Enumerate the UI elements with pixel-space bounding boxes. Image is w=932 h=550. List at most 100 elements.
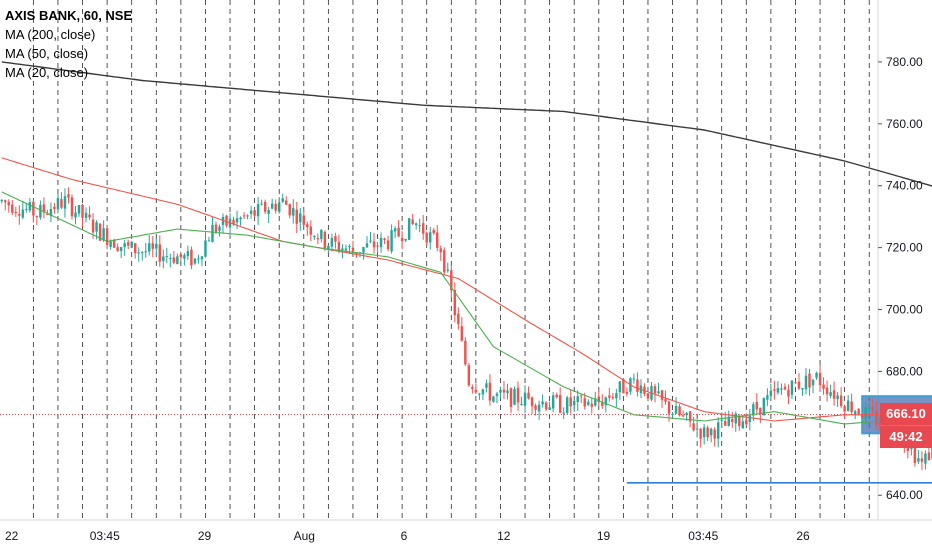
candle-body (91, 219, 95, 233)
candle-body (755, 401, 759, 410)
candle-body (695, 428, 699, 430)
candle-body (716, 422, 720, 439)
candle-body (632, 378, 636, 380)
candle-body (397, 227, 400, 237)
candle-body (580, 395, 583, 397)
candle-body (467, 365, 471, 386)
candle-body (920, 458, 924, 462)
candle-body (857, 408, 860, 415)
candle-body (660, 390, 664, 400)
candle-body (541, 401, 544, 405)
candle-body (327, 245, 330, 250)
candle-body (583, 398, 586, 407)
candle-body (853, 411, 857, 415)
candle-body (337, 241, 341, 251)
candle-body (766, 395, 769, 400)
y-tick-label: 680.00 (886, 364, 923, 378)
candle-body (822, 384, 825, 389)
candle-body (411, 219, 414, 224)
chart-legend: AXIS BANK, 60, NSE MA (200, close) MA (5… (5, 6, 132, 82)
y-tick-label: 720.00 (886, 241, 923, 255)
candle-body (534, 405, 537, 410)
candle-body (537, 404, 541, 412)
candle-body (811, 379, 815, 386)
candle-body (608, 395, 611, 398)
candle-body (306, 224, 309, 228)
candle-body (618, 381, 622, 393)
candle-body (341, 248, 344, 251)
y-tick-label: 700.00 (886, 303, 923, 317)
candle-body (425, 232, 428, 243)
legend-ma200: MA (200, close) (5, 27, 96, 42)
candle-body (516, 387, 520, 403)
candle-body (867, 407, 871, 409)
candle-body (407, 218, 411, 240)
candle-body (256, 204, 260, 217)
candle-body (558, 395, 562, 413)
candle-body (204, 240, 207, 257)
candle-body (84, 212, 88, 218)
candle-body (383, 238, 386, 240)
candle-body (776, 388, 780, 393)
candle-body (829, 392, 832, 396)
candle-body (474, 389, 478, 393)
y-tick-label: 640.00 (886, 488, 923, 502)
candle-body (148, 243, 151, 252)
candle-body (804, 375, 808, 390)
x-tick-label: 12 (497, 529, 511, 543)
candle-body (527, 392, 530, 399)
candle-body (151, 243, 155, 249)
candle-body (137, 252, 140, 254)
candle-body (871, 406, 874, 412)
candle-body (625, 391, 629, 394)
candle-body (741, 421, 745, 429)
candle-body (495, 393, 499, 396)
x-tick-label: 26 (796, 529, 810, 543)
candle-body (334, 236, 337, 242)
candle-body (875, 411, 878, 425)
candle-body (453, 289, 457, 316)
candle-body (404, 238, 407, 241)
candle-body (144, 251, 147, 253)
candle-body (569, 397, 572, 407)
candle-body (263, 201, 267, 212)
candle-body (924, 453, 927, 464)
candle-body (260, 203, 263, 205)
candle-body (21, 209, 25, 218)
candle-body (414, 223, 418, 226)
candle-body (752, 404, 755, 416)
candle-body (601, 401, 604, 407)
candle-body (81, 204, 84, 218)
candle-body (780, 388, 783, 390)
y-tick-label: 760.00 (886, 117, 923, 131)
candle-body (460, 326, 464, 341)
candle-body (815, 372, 818, 378)
candle-body (864, 407, 867, 420)
candle-body (53, 206, 56, 210)
candle-body (604, 397, 608, 406)
candle-body (485, 383, 488, 388)
candle-body (723, 421, 727, 426)
candle-body (492, 396, 495, 402)
candle-body (323, 231, 327, 249)
candle-body (162, 256, 165, 261)
candle-body (832, 390, 836, 399)
x-tick-label: 22 (5, 529, 19, 543)
candle-body (850, 401, 853, 413)
candle-body (502, 389, 506, 393)
candle-body (186, 251, 190, 257)
candle-body (183, 255, 186, 259)
candle-body (615, 393, 618, 399)
x-tick-label: Aug (294, 529, 315, 543)
candle-body (200, 256, 204, 260)
candle-body (688, 411, 692, 422)
ma50-line (1, 157, 932, 422)
candle-body (653, 386, 657, 394)
x-tick-label: 03:45 (90, 529, 120, 543)
candle-body (295, 209, 298, 224)
candle-body (471, 386, 474, 390)
candle-body (667, 401, 671, 414)
candle-body (565, 397, 569, 413)
candle-body (555, 394, 558, 398)
